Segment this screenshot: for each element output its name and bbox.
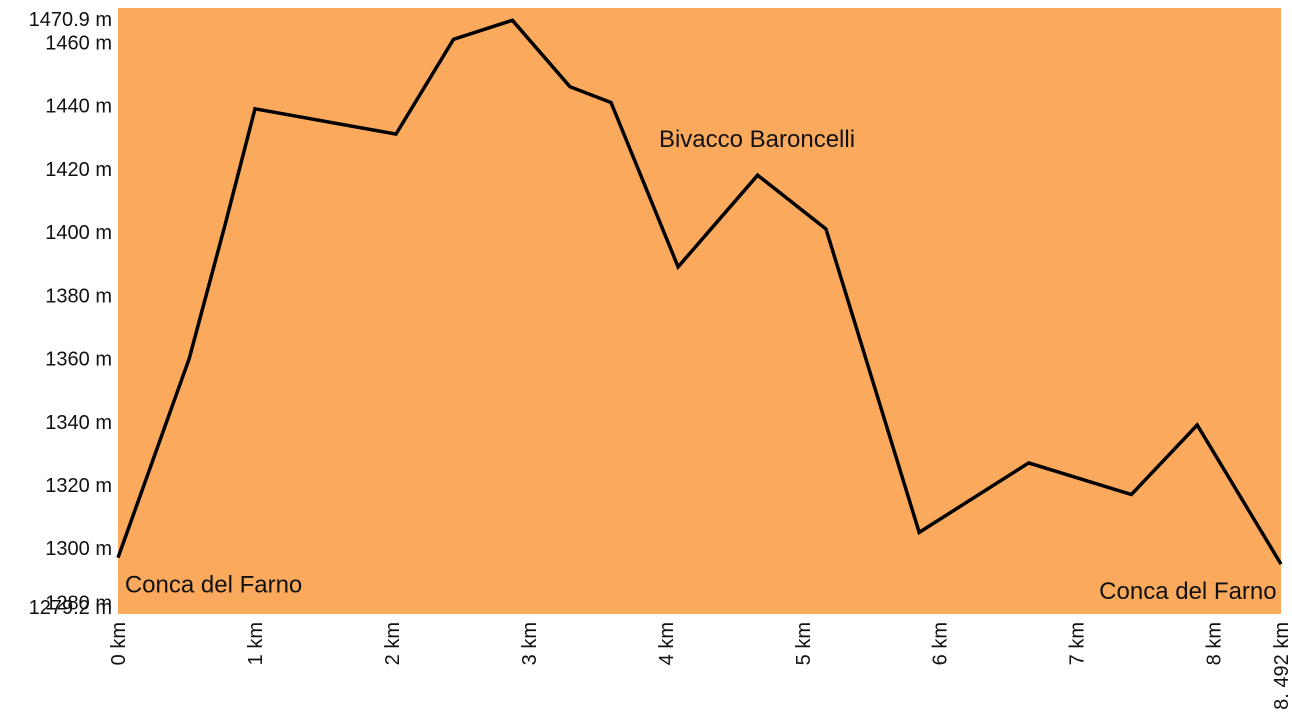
annotations: Conca del Farno Bivacco Baroncelli Conca d… [125, 126, 1277, 605]
x-axis-ticks: 0 km 1 km 2 km 3 km 4 km 5 km 6 km 7 km 8 km 8. 4… [108, 622, 1292, 710]
x-tick-label: 5 km [793, 622, 815, 665]
x-tick-label: 1 km [245, 622, 267, 665]
elevation-line [116, 18, 1283, 566]
y-tick-label: 1420 m [45, 159, 112, 181]
y-tick-label: 1400 m [45, 222, 112, 244]
y-tick-label: 1360 m [45, 349, 112, 371]
plot-background [118, 8, 1281, 614]
y-tick-label: 1470.9 m [29, 9, 112, 31]
y-tick-label: 1460 m [45, 32, 112, 54]
x-tick-label: 6 km [930, 622, 952, 665]
y-tick-label: 1320 m [45, 475, 112, 497]
x-tick-label: 8. 492 km [1271, 622, 1292, 710]
y-tick-label: 1300 m [45, 538, 112, 560]
location-label: Bivacco Baroncelli [659, 126, 855, 153]
y-tick-label: 1340 m [45, 412, 112, 434]
x-tick-label: 8 km [1204, 622, 1226, 665]
y-tick-label: 1279.2 m [29, 597, 112, 619]
y-tick-label: 1380 m [45, 285, 112, 307]
y-tick-label: 1280 m [45, 592, 112, 614]
x-tick-label: 0 km [108, 622, 130, 665]
x-tick-label: 2 km [382, 622, 404, 665]
x-tick-label: 3 km [519, 622, 541, 665]
location-label: Conca del Farno [125, 572, 302, 599]
x-tick-label: 4 km [656, 622, 678, 665]
location-label: Conca del Farno [1099, 578, 1276, 605]
x-tick-label: 7 km [1067, 622, 1089, 665]
y-tick-label: 1440 m [45, 96, 112, 118]
